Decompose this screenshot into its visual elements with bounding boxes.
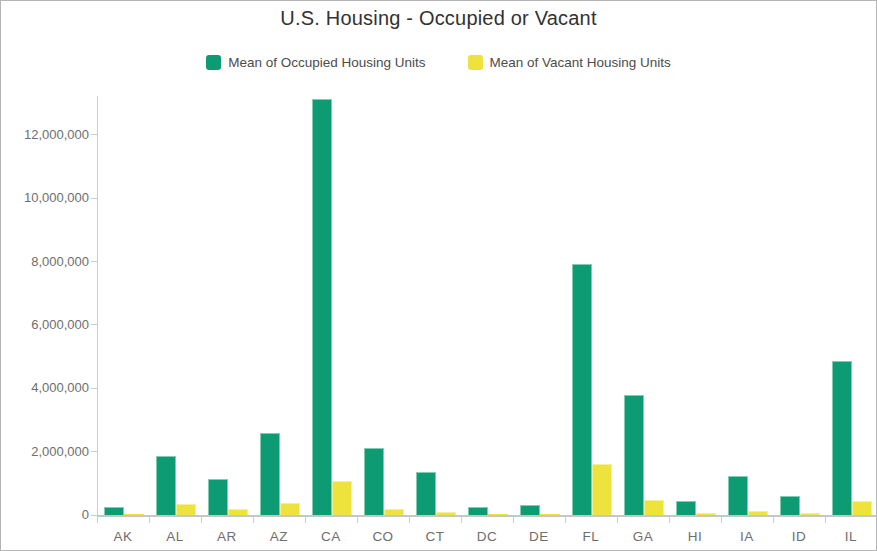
bar-occupied-AL[interactable] [156,456,176,515]
x-axis-tick [461,517,462,523]
y-axis-label: 0 [3,507,89,522]
x-axis-tick [721,517,722,523]
chart-window: U.S. Housing - Occupied or Vacant Mean o… [0,0,877,551]
y-axis-tick [91,451,97,452]
bar-vacant-FL[interactable] [592,464,612,515]
bar-vacant-AL[interactable] [176,504,196,515]
y-axis-label: 12,000,000 [3,127,89,142]
x-axis-label-FL: FL [565,529,617,544]
y-axis-tick [91,388,97,389]
bar-vacant-IL[interactable] [852,501,872,515]
bar-vacant-GA[interactable] [644,500,664,515]
x-axis-tick [149,517,150,523]
x-axis-label-CO: CO [357,529,409,544]
y-axis-tick [91,324,97,325]
y-axis-tick [91,134,97,135]
bar-vacant-CO[interactable] [384,509,404,515]
bar-occupied-ID[interactable] [780,496,800,515]
chart-title: U.S. Housing - Occupied or Vacant [1,7,876,30]
bar-occupied-AZ[interactable] [260,433,280,515]
y-axis-tick [91,261,97,262]
x-axis-label-ID: ID [773,529,825,544]
x-axis-tick [773,517,774,523]
x-axis-tick [357,517,358,523]
x-axis-label-CA: CA [305,529,357,544]
x-axis-tick [97,517,98,523]
x-axis-tick [617,517,618,523]
x-axis-tick [409,517,410,523]
bar-vacant-CT[interactable] [436,512,456,515]
bar-occupied-CO[interactable] [364,448,384,515]
legend-item-vacant[interactable]: Mean of Vacant Housing Units [468,55,671,70]
bar-occupied-IL[interactable] [832,361,852,515]
bar-vacant-AR[interactable] [228,509,248,515]
bar-vacant-AK[interactable] [124,514,144,515]
x-axis-tick [825,517,826,523]
y-axis-tick [91,198,97,199]
bar-occupied-CT[interactable] [416,472,436,515]
bar-occupied-GA[interactable] [624,395,644,515]
bar-occupied-HI[interactable] [676,501,696,515]
bar-vacant-HI[interactable] [696,513,716,515]
bar-occupied-DC[interactable] [468,507,488,515]
x-axis-label-CT: CT [409,529,461,544]
bar-vacant-CA[interactable] [332,481,352,515]
y-axis-tick [91,515,97,516]
x-axis-label-DC: DC [461,529,513,544]
occupied-swatch-icon [206,55,221,70]
x-axis-label-AK: AK [97,529,149,544]
y-axis-label: 4,000,000 [3,380,89,395]
bar-occupied-FL[interactable] [572,264,592,515]
legend-item-occupied[interactable]: Mean of Occupied Housing Units [206,55,425,70]
y-axis-label: 8,000,000 [3,254,89,269]
x-axis-tick [305,517,306,523]
bar-occupied-AR[interactable] [208,479,228,515]
x-axis-label-AR: AR [201,529,253,544]
x-axis-tick [253,517,254,523]
bar-occupied-DE[interactable] [520,505,540,515]
bar-occupied-CA[interactable] [312,99,332,515]
bar-vacant-DC[interactable] [488,514,508,515]
x-axis-label-IA: IA [721,529,773,544]
x-axis-tick [565,517,566,523]
x-axis-label-HI: HI [669,529,721,544]
bar-occupied-IA[interactable] [728,476,748,515]
legend: Mean of Occupied Housing Units Mean of V… [1,55,876,70]
x-axis-label-IL: IL [825,529,877,544]
bar-vacant-IA[interactable] [748,511,768,515]
bar-vacant-AZ[interactable] [280,503,300,515]
x-axis-label-AZ: AZ [253,529,305,544]
y-axis-label: 10,000,000 [3,190,89,205]
legend-label-vacant: Mean of Vacant Housing Units [490,55,671,70]
x-axis-tick [201,517,202,523]
bar-vacant-DE[interactable] [540,514,560,515]
x-axis-tick [669,517,670,523]
x-axis-label-GA: GA [617,529,669,544]
y-axis-label: 6,000,000 [3,317,89,332]
plot-area [97,96,877,517]
x-axis-label-AL: AL [149,529,201,544]
y-axis-label: 2,000,000 [3,444,89,459]
x-axis-label-DE: DE [513,529,565,544]
x-axis-tick [513,517,514,523]
bar-occupied-AK[interactable] [104,507,124,515]
bar-vacant-ID[interactable] [800,513,820,515]
legend-label-occupied: Mean of Occupied Housing Units [228,55,425,70]
vacant-swatch-icon [468,55,483,70]
